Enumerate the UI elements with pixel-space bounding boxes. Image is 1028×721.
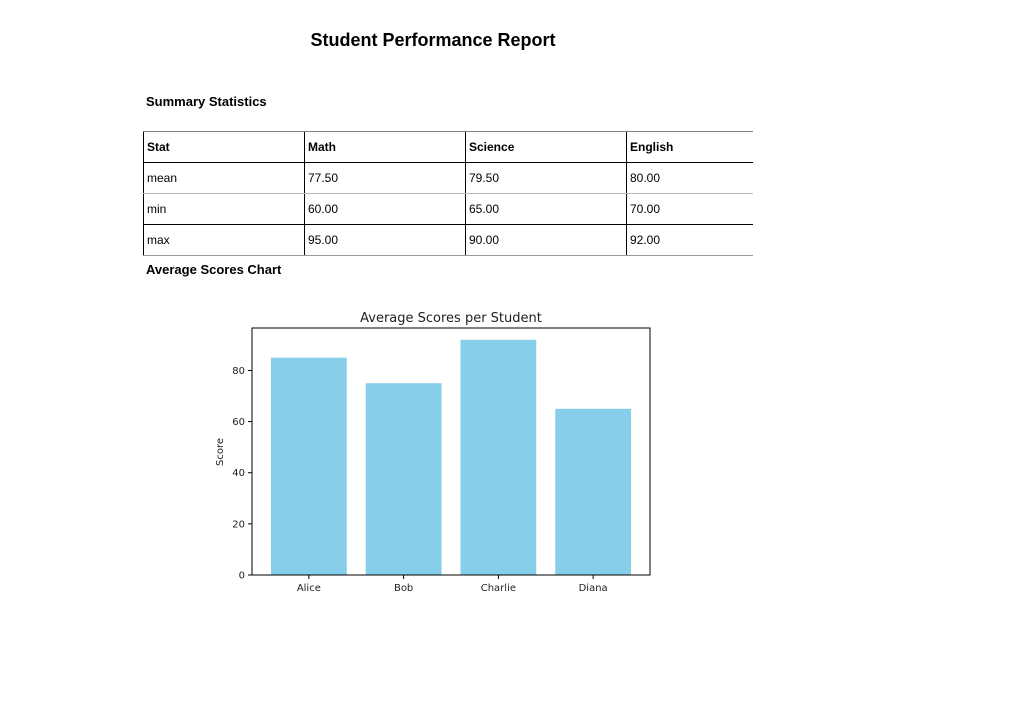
table-cell: 95.00 xyxy=(304,224,466,256)
table-cell: 60.00 xyxy=(304,193,466,225)
y-tick-label: 0 xyxy=(239,571,245,582)
table-row-mean: mean 77.50 79.50 80.00 xyxy=(143,162,753,194)
bar-bob xyxy=(365,383,442,575)
bar-alice xyxy=(270,357,347,575)
y-tick-label: 80 xyxy=(232,366,245,377)
summary-statistics-table: Stat Math Science English mean 77.50 79.… xyxy=(143,131,753,256)
table-cell: 90.00 xyxy=(465,224,627,256)
y-tick-label: 20 xyxy=(232,519,245,530)
table-cell: 70.00 xyxy=(626,193,753,225)
average-scores-bar-chart: Average Scores per Student Score 0 20 40 60… xyxy=(215,311,651,594)
column-header-english: English xyxy=(626,131,753,163)
table-row-min: min 60.00 65.00 70.00 xyxy=(143,193,753,225)
y-tick-label: 60 xyxy=(232,417,245,428)
table-cell: 65.00 xyxy=(465,193,627,225)
table-cell: 79.50 xyxy=(465,162,627,194)
bar-diana xyxy=(555,408,632,575)
bars-group xyxy=(270,339,632,575)
table-cell: 77.50 xyxy=(304,162,466,194)
table-cell: 92.00 xyxy=(626,224,753,256)
x-tick-label: Bob xyxy=(394,583,413,594)
chart-title: Average Scores per Student xyxy=(360,311,542,326)
plot-frame xyxy=(251,327,651,576)
table-cell: 80.00 xyxy=(626,162,753,194)
x-ticks-group: Alice Bob Charlie Diana xyxy=(297,575,608,594)
x-tick-label: Alice xyxy=(297,583,321,594)
table-cell: min xyxy=(143,193,305,225)
table-cell: max xyxy=(143,224,305,256)
table-row-max: max 95.00 90.00 92.00 xyxy=(143,224,753,256)
y-axis-label: Score xyxy=(215,438,226,466)
column-header-stat: Stat xyxy=(143,131,305,163)
bar-charlie xyxy=(460,339,537,575)
x-tick-label: Diana xyxy=(579,583,608,594)
table-cell: mean xyxy=(143,162,305,194)
column-header-science: Science xyxy=(465,131,627,163)
column-header-math: Math xyxy=(304,131,466,163)
report-title: Student Performance Report xyxy=(310,30,556,50)
table-header-row: Stat Math Science English xyxy=(143,131,753,163)
summary-statistics-heading: Summary Statistics xyxy=(146,94,267,109)
average-scores-chart-heading: Average Scores Chart xyxy=(146,262,282,277)
y-ticks-group: 0 20 40 60 80 xyxy=(232,366,252,582)
x-tick-label: Charlie xyxy=(481,583,516,594)
y-tick-label: 40 xyxy=(232,468,245,479)
